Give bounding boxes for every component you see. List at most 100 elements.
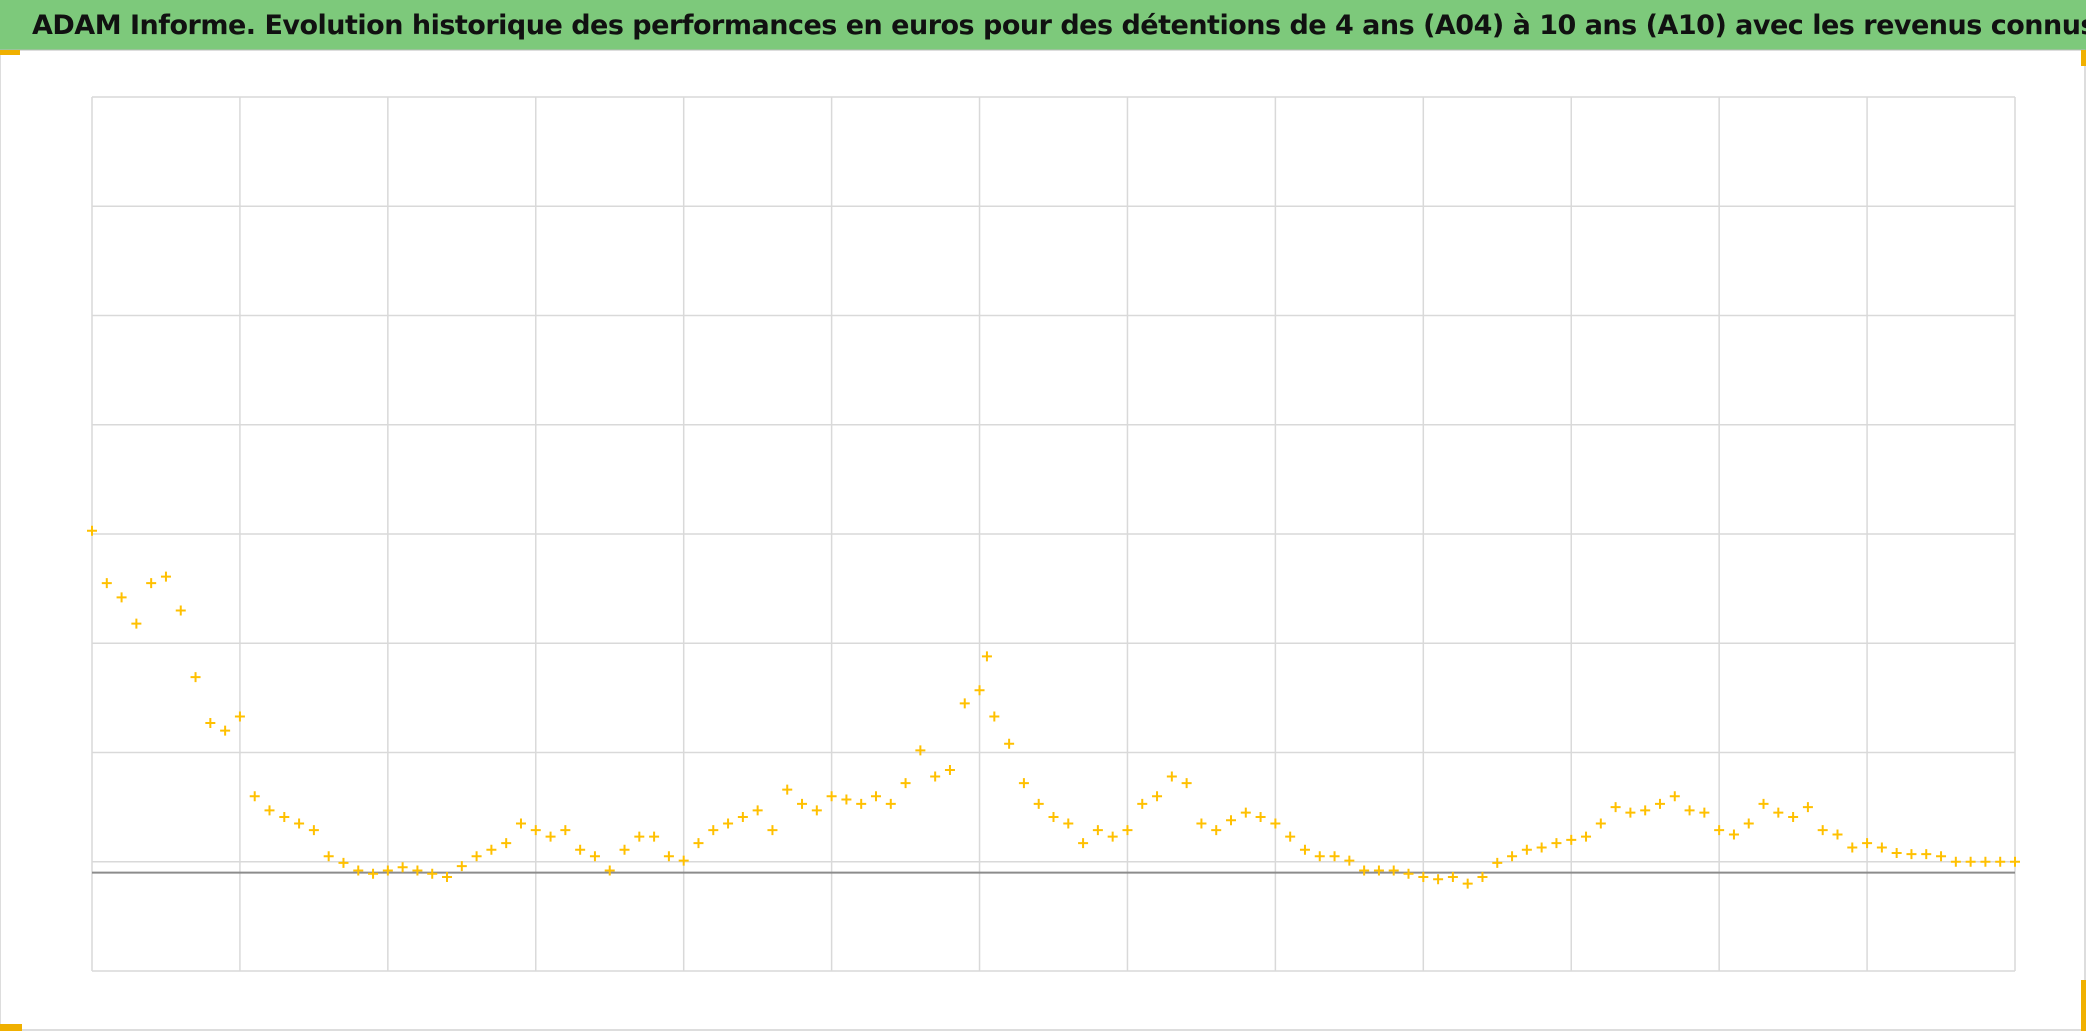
point <box>1714 825 1725 836</box>
point <box>1566 834 1577 845</box>
point <box>368 868 379 879</box>
point <box>1581 831 1592 842</box>
point <box>338 857 349 868</box>
point <box>1640 805 1651 816</box>
point <box>471 851 482 862</box>
point <box>1802 802 1813 813</box>
point <box>1595 818 1606 829</box>
point <box>1788 811 1799 822</box>
point <box>101 578 112 589</box>
point <box>575 844 586 855</box>
point <box>279 811 290 822</box>
point <box>885 798 896 809</box>
point <box>981 651 992 662</box>
corner-mark <box>0 50 20 55</box>
point <box>515 818 526 829</box>
point <box>1906 849 1917 860</box>
point <box>1255 811 1266 822</box>
point <box>294 818 305 829</box>
point <box>1373 865 1384 876</box>
point <box>427 868 438 879</box>
point <box>634 831 645 842</box>
point <box>456 861 467 872</box>
point <box>1344 855 1355 866</box>
point <box>989 711 1000 722</box>
point <box>220 725 231 736</box>
point <box>382 865 393 876</box>
point <box>1536 842 1547 853</box>
point <box>1122 825 1133 836</box>
point <box>160 571 171 582</box>
point <box>797 798 808 809</box>
point <box>1063 818 1074 829</box>
point <box>1743 818 1754 829</box>
point <box>826 791 837 802</box>
point <box>1847 842 1858 853</box>
point <box>974 685 985 696</box>
point <box>1625 807 1636 818</box>
point <box>1078 838 1089 849</box>
point <box>1817 825 1828 836</box>
point <box>1995 856 2006 867</box>
point <box>234 711 245 722</box>
point <box>1876 842 1887 853</box>
point <box>1699 807 1710 818</box>
point <box>900 778 911 789</box>
point <box>323 851 334 862</box>
point <box>501 838 512 849</box>
point <box>1950 856 1961 867</box>
point <box>1654 798 1665 809</box>
point <box>1314 851 1325 862</box>
point <box>1921 849 1932 860</box>
point <box>1936 851 1947 862</box>
point <box>1447 872 1458 883</box>
corner-mark <box>2081 50 2086 66</box>
point <box>397 862 408 873</box>
point <box>2010 856 2020 867</box>
point <box>1211 825 1222 836</box>
point <box>1270 818 1281 829</box>
point <box>1862 838 1873 849</box>
point <box>1388 865 1399 876</box>
point <box>1507 851 1518 862</box>
point <box>1285 831 1296 842</box>
point <box>737 811 748 822</box>
point <box>175 605 186 616</box>
point <box>767 825 778 836</box>
point <box>530 825 541 836</box>
point <box>604 865 615 876</box>
point <box>1359 865 1370 876</box>
point <box>723 818 734 829</box>
point <box>131 618 142 629</box>
point <box>1521 844 1532 855</box>
point <box>1980 856 1991 867</box>
point <box>442 872 453 883</box>
point <box>1477 872 1488 883</box>
point <box>1773 807 1784 818</box>
point <box>663 851 674 862</box>
point <box>1684 805 1695 816</box>
point <box>1832 829 1843 840</box>
point <box>1610 802 1621 813</box>
point <box>1152 791 1163 802</box>
point <box>1551 838 1562 849</box>
point <box>915 745 926 756</box>
point <box>1329 851 1340 862</box>
point <box>1196 818 1207 829</box>
point <box>811 805 822 816</box>
point <box>308 825 319 836</box>
point <box>1403 868 1414 879</box>
point <box>1492 857 1503 868</box>
point <box>930 771 941 782</box>
corner-mark <box>0 1024 22 1031</box>
point <box>412 865 423 876</box>
point <box>944 764 955 775</box>
point <box>856 798 867 809</box>
point <box>486 844 497 855</box>
point <box>1433 874 1444 885</box>
point <box>1462 878 1473 889</box>
point <box>1181 778 1192 789</box>
point <box>1669 791 1680 802</box>
point <box>1092 825 1103 836</box>
